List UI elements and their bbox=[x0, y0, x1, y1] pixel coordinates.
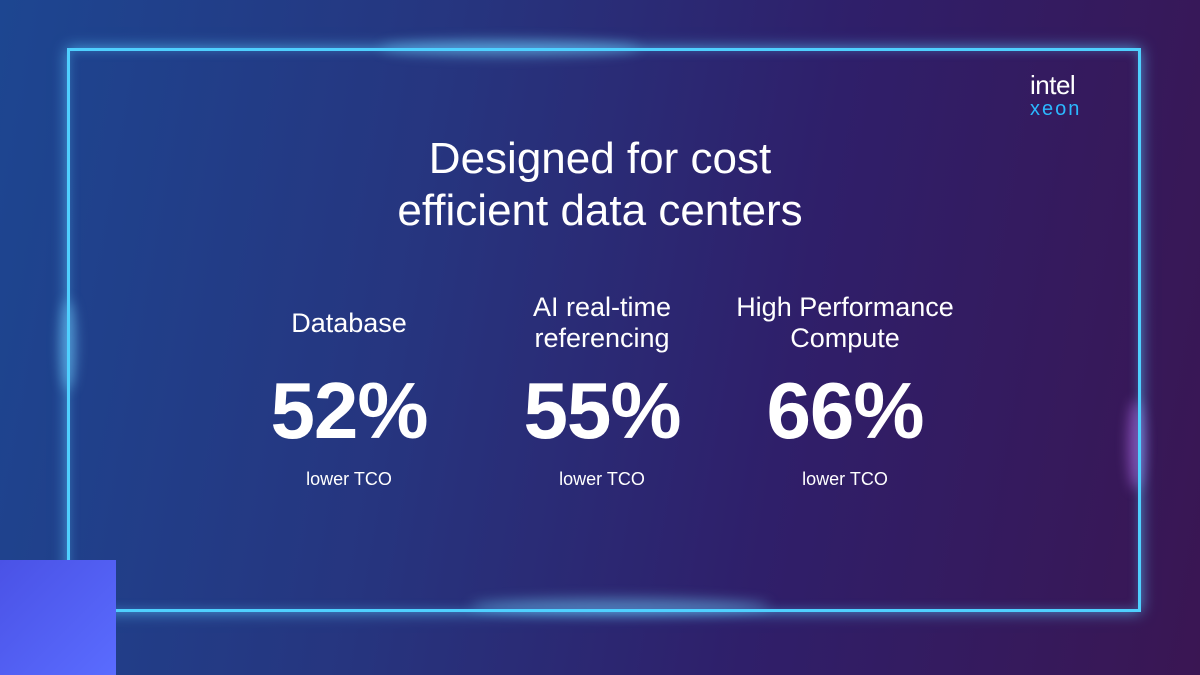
logo-brand: intel bbox=[1030, 70, 1076, 100]
stat-label-line: Compute bbox=[790, 323, 900, 353]
title-line: efficient data centers bbox=[397, 186, 803, 235]
stat: AI real-time referencing 55% lower TCO bbox=[472, 290, 732, 490]
title-line: Designed for cost bbox=[428, 134, 772, 183]
title: Designed for cost efficient data centers bbox=[300, 133, 900, 237]
stat-label: Database bbox=[219, 290, 479, 356]
stat: Database 52% lower TCO bbox=[219, 290, 479, 490]
stat-label-line: referencing bbox=[534, 323, 670, 353]
stat-value: 52% bbox=[270, 366, 428, 455]
stat-label-line: High Performance bbox=[736, 292, 954, 322]
logo: intel xeon bbox=[1030, 72, 1110, 120]
stat-value: 66% bbox=[766, 366, 924, 455]
stat-caption: lower TCO bbox=[802, 469, 888, 489]
stat-caption: lower TCO bbox=[559, 469, 645, 489]
stat-label-line: AI real-time bbox=[532, 292, 672, 322]
stat-label: AI real-time referencing bbox=[472, 290, 732, 356]
stat-label: High Performance Compute bbox=[715, 290, 975, 356]
stat: High Performance Compute 66% lower TCO bbox=[715, 290, 975, 490]
frame bbox=[67, 48, 1141, 612]
stat-value: 55% bbox=[523, 366, 681, 455]
accent-square bbox=[0, 560, 116, 675]
stat-label-line: Database bbox=[291, 307, 407, 338]
stat-caption: lower TCO bbox=[306, 469, 392, 489]
logo-product: xeon bbox=[1030, 98, 1082, 120]
